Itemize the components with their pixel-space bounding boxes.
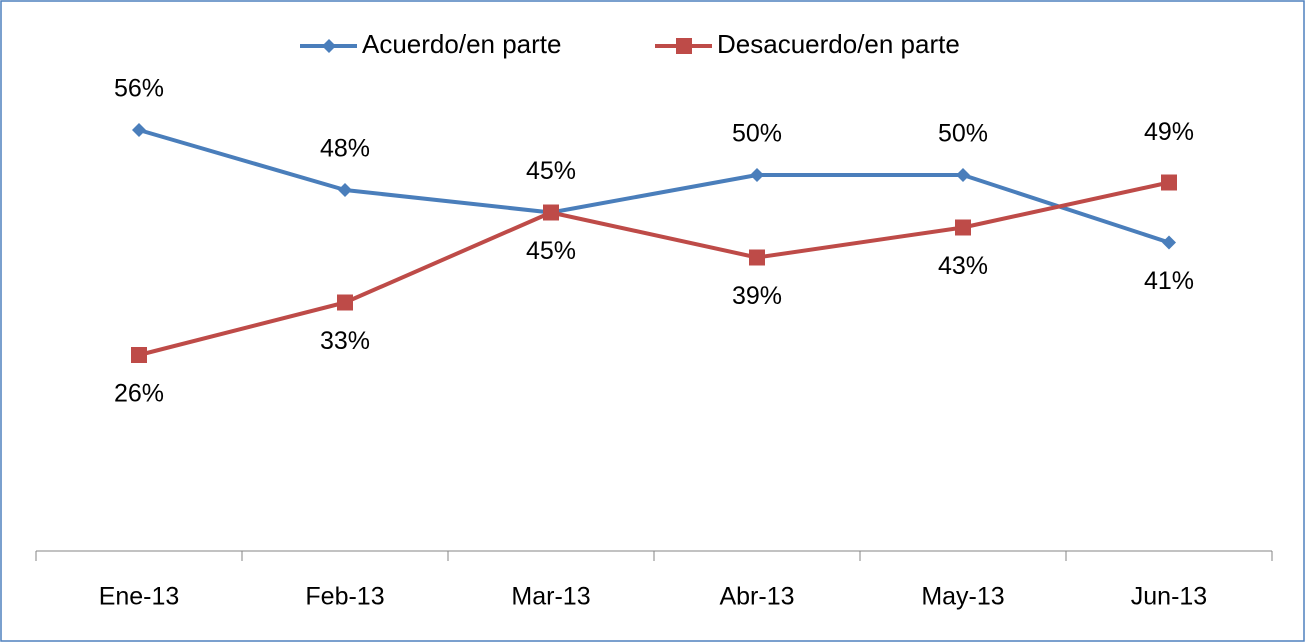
data-point xyxy=(956,168,970,182)
data-point xyxy=(338,183,352,197)
data-point xyxy=(955,219,971,236)
data-point xyxy=(1162,235,1176,250)
legend-label: Acuerdo/en parte xyxy=(362,29,561,59)
data-point xyxy=(131,347,147,363)
legend-marker xyxy=(676,38,692,54)
data-label: 45% xyxy=(526,237,576,265)
data-point xyxy=(337,294,353,311)
data-point xyxy=(1161,174,1177,191)
x-tick-label: Ene-13 xyxy=(99,583,180,611)
data-label: 33% xyxy=(320,327,370,355)
x-tick-label: Abr-13 xyxy=(719,583,794,611)
data-point xyxy=(132,123,146,137)
series-line xyxy=(138,180,1170,357)
x-tick-label: Mar-13 xyxy=(511,583,590,611)
data-label: 50% xyxy=(732,120,782,148)
data-label: 26% xyxy=(114,380,164,408)
data-point xyxy=(749,249,765,266)
data-label: 45% xyxy=(526,157,576,185)
x-tick-label: Jun-13 xyxy=(1131,583,1207,611)
data-point xyxy=(543,204,559,221)
data-label: 43% xyxy=(938,252,988,280)
x-tick-label: Feb-13 xyxy=(305,583,384,611)
data-label: 41% xyxy=(1144,267,1194,295)
legend-marker xyxy=(322,39,336,53)
x-tick-label: May-13 xyxy=(921,583,1004,611)
data-label: 56% xyxy=(114,75,164,103)
data-label: 48% xyxy=(320,135,370,163)
data-label: 50% xyxy=(938,120,988,148)
data-label: 49% xyxy=(1144,118,1194,146)
data-label: 39% xyxy=(732,282,782,310)
series-line xyxy=(138,128,1170,245)
legend-label: Desacuerdo/en parte xyxy=(717,29,960,59)
data-point xyxy=(750,168,764,182)
